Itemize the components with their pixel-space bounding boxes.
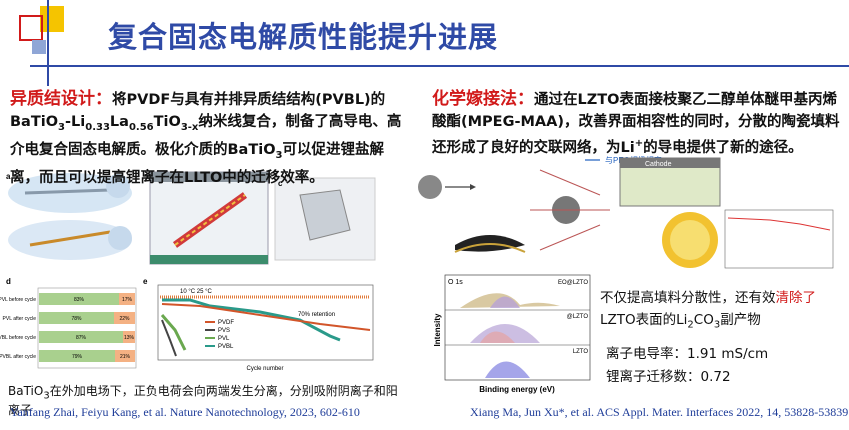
- annotation: 10 °C 25 °C: [180, 289, 212, 295]
- right-reference: Xiang Ma, Jun Xu*, et al. ACS Appl. Mate…: [470, 405, 849, 419]
- highlight: 清除了: [775, 290, 817, 306]
- bar-segment: [114, 312, 135, 324]
- xps-sample: @LZTO: [567, 314, 589, 320]
- text: La: [109, 114, 129, 130]
- text: 3-x: [180, 121, 199, 133]
- bar-label: 17%: [122, 297, 133, 303]
- text: 的导电提供了新的途径。: [643, 139, 803, 156]
- text: TiO: [153, 114, 181, 130]
- bar-label: 78%: [71, 316, 82, 322]
- metric: 离子电导率：1.91 mS/cm: [606, 346, 769, 362]
- text: 将PVDF与具有并排异质结结构(PVBL)的BaTiO: [10, 92, 386, 130]
- bar-label: 22%: [119, 316, 130, 322]
- panel-label: c: [278, 179, 283, 188]
- right-note: 不仅提高填料分散性，还有效清除了 LZTO表面的Li2CO3副产物: [600, 287, 820, 337]
- axis-label: Binding energy (eV): [479, 385, 555, 394]
- bar-segment: [115, 350, 135, 362]
- figure-xps: O 1s EO@LZTO @LZTO LZTO Binding energy (…: [433, 274, 591, 394]
- yellow-square: [40, 6, 64, 32]
- row-label: PVBL after cycle: [0, 354, 36, 360]
- panel-label: d: [6, 277, 11, 286]
- legend-label: PVS: [218, 328, 230, 334]
- panel-label: a: [6, 172, 11, 181]
- cathode-label: Cathode: [645, 161, 672, 168]
- text: 3: [58, 121, 65, 133]
- axis-label: Cycle number: [246, 366, 283, 372]
- text: 0.56: [128, 121, 154, 133]
- slide-title: 复合固态电解质性能提升进展: [108, 20, 499, 54]
- text: 副产物: [720, 312, 761, 328]
- text: 纳米线复合，制备了高导电、高介电复合固态电解质。极化介质的BaTiO: [10, 114, 402, 158]
- bar-label: 83%: [74, 297, 85, 303]
- bar-label: 79%: [72, 354, 83, 360]
- xps-label: O 1s: [448, 279, 463, 286]
- left-paragraph: 异质结设计：将PVDF与具有并排异质结结构(PVBL)的BaTiO3-Li0.3…: [10, 88, 408, 189]
- panel-label: e: [143, 277, 148, 286]
- text: LZTO表面的Li: [600, 312, 688, 328]
- xps-sample: LZTO: [573, 349, 589, 355]
- text: 不仅提高填料分散性，还有效: [600, 290, 776, 306]
- axis-label: Intensity: [433, 313, 442, 346]
- figure-schematic: 与PEO相极相容 Cathode: [418, 155, 834, 269]
- blue-square: [32, 40, 46, 54]
- text: 0.33: [85, 121, 110, 133]
- text: -Li: [65, 114, 86, 130]
- text: 2: [687, 319, 694, 331]
- left-caption: BaTiO3在外加电场下，正负电荷会向两端发生分离，分别吸附阴离子和阳离子: [8, 382, 408, 418]
- panel-label: b: [146, 172, 151, 181]
- figure-abc: a b c: [6, 171, 376, 265]
- bar-segment: [39, 350, 115, 362]
- figure-d: d PVL before cycle 83% 17% PVL after cycle 7…: [0, 277, 137, 369]
- bar-segment: [123, 331, 135, 343]
- heading: 化学嫁接法：: [432, 89, 534, 109]
- legend-label: PVDF: [218, 320, 234, 326]
- figure-e: e 10 °C 25 °C 70% retention Cycle number…: [143, 277, 374, 372]
- text: +: [634, 138, 644, 149]
- text: BaTiO: [8, 384, 44, 398]
- text: CO: [693, 312, 714, 328]
- text: 3: [275, 149, 283, 161]
- bar-segment: [39, 331, 123, 343]
- text: 可以促进锂盐解离，而且可以提高锂离子在LLTO中的迁移效率。: [10, 141, 384, 186]
- row-label: PVBL before cycle: [0, 335, 36, 341]
- bar-segment: [39, 312, 114, 324]
- bar-segment: [119, 293, 135, 305]
- bar-label: 87%: [76, 335, 87, 341]
- bar-segment: [39, 293, 119, 305]
- bar-label: 13%: [124, 335, 135, 341]
- red-square: [19, 15, 43, 41]
- xps-sample: EO@LZTO: [558, 280, 588, 286]
- text: 在外加电场下，正负电荷会向两端发生分离，分别吸附阴离子和阳离子: [8, 384, 398, 418]
- annotation: 70% retention: [298, 312, 335, 318]
- right-paragraph: 化学嫁接法：通过在LZTO表面接枝聚乙二醇单体醚甲基丙烯酸酯(MPEG-MAA)…: [432, 88, 840, 159]
- legend-label: PVL: [218, 336, 230, 342]
- row-label: PVL after cycle: [3, 316, 37, 322]
- legend-label: PVBL: [218, 344, 234, 350]
- text: 3: [713, 319, 721, 331]
- left-reference: Yanfang Zhai, Feiyu Kang, et al. Nature …: [10, 405, 360, 419]
- text: 3: [43, 390, 50, 402]
- row-label: PVL before cycle: [0, 297, 36, 303]
- heading: 异质结设计：: [10, 89, 112, 109]
- metric: 锂离子迁移数：0.72: [606, 369, 731, 385]
- bar-label: 21%: [120, 354, 131, 360]
- text: 通过在LZTO表面接枝聚乙二醇单体醚甲基丙烯酸酯(MPEG-MAA)，改善界面相…: [432, 92, 840, 156]
